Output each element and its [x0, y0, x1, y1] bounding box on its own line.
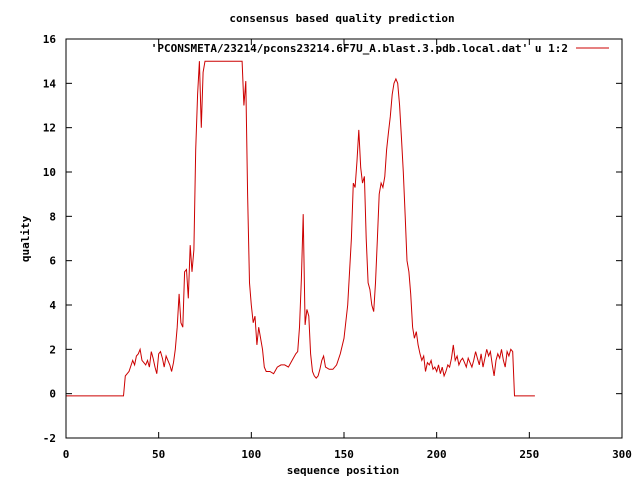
y-tick-label: 8 — [49, 210, 56, 223]
y-tick-label: 6 — [49, 255, 56, 268]
y-tick-label: 4 — [49, 299, 56, 312]
y-tick-label: 14 — [43, 77, 57, 90]
x-tick-label: 300 — [612, 448, 632, 461]
x-axis: 0 50 100 150 200 250 300 — [63, 39, 632, 461]
y-tick-label: 12 — [43, 122, 56, 135]
y-axis-label: quality — [19, 215, 32, 262]
x-tick-label: 250 — [519, 448, 539, 461]
plot-frame — [65, 38, 623, 439]
y-tick-label: 2 — [49, 343, 56, 356]
legend-label: 'PCONSMETA/23214/pcons23214.6F7U_A.blast… — [151, 42, 568, 55]
x-tick-label: 50 — [152, 448, 165, 461]
chart-title: consensus based quality prediction — [229, 12, 454, 25]
y-tick-label: 10 — [43, 166, 56, 179]
x-tick-label: 150 — [334, 448, 354, 461]
series-line — [66, 60, 535, 397]
y-tick-label: -2 — [43, 432, 56, 445]
y-tick-label: 16 — [43, 33, 57, 46]
x-axis-label: sequence position — [287, 464, 400, 477]
legend: 'PCONSMETA/23214/pcons23214.6F7U_A.blast… — [151, 42, 609, 55]
x-tick-label: 0 — [63, 448, 70, 461]
x-tick-label: 100 — [241, 448, 261, 461]
x-tick-label: 200 — [427, 448, 447, 461]
y-axis: -2 0 2 4 6 8 10 12 14 16 — [43, 33, 622, 445]
y-tick-label: 0 — [49, 388, 56, 401]
